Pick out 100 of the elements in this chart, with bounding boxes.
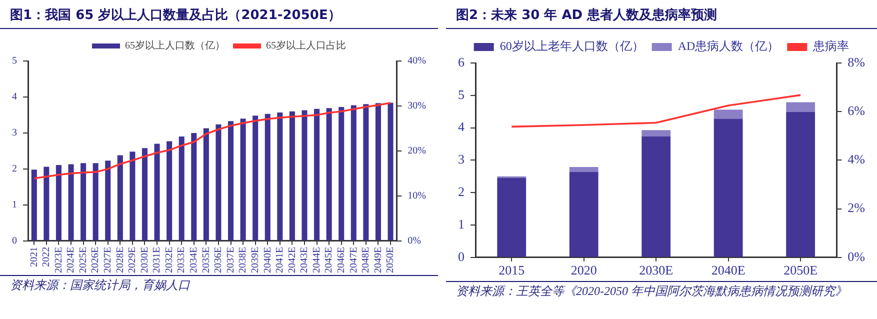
legend-label: 65岁以上人口占比 <box>266 40 346 52</box>
bar <box>56 164 62 240</box>
x-tick-label: 2028E <box>114 246 126 273</box>
bar <box>363 104 369 240</box>
bar <box>642 130 671 137</box>
text: 资料来源：王英全等《2020-2050 年中国阿尔茨海默病患病情况预测研究》 <box>446 281 877 299</box>
x-tick-label: 2041E <box>274 246 286 273</box>
x-tick-label: 2027E <box>102 246 114 273</box>
x-tick-label: 2024E <box>66 246 77 273</box>
bar <box>277 112 283 240</box>
bar <box>44 166 50 240</box>
bar <box>714 118 743 257</box>
legend-label: AD患病人数（亿） <box>678 39 780 54</box>
bar <box>154 144 160 240</box>
bar <box>302 110 308 240</box>
bar <box>350 105 356 240</box>
x-tick-label: 2029E <box>127 246 138 273</box>
x-tick-label: 2036E <box>213 246 224 273</box>
chart-title: 图2：未来 30 年 AD 患者人数及患病率预测 <box>446 0 877 29</box>
x-tick-label: 2045E <box>324 246 335 273</box>
y2-tick-label: 6% <box>848 103 866 118</box>
y2-tick-label: 8% <box>848 54 866 70</box>
bar <box>80 163 86 240</box>
text: 资料来源：国家统计局，育娲人口 <box>0 275 438 293</box>
bar <box>714 110 743 119</box>
x-tick-label: 2037E <box>225 246 236 273</box>
bar <box>191 132 197 240</box>
y-tick-label: 5 <box>458 86 464 102</box>
bar <box>216 124 222 240</box>
y2-tick-label: 30% <box>408 100 426 112</box>
y2-tick-label: 2% <box>848 200 866 216</box>
bar <box>642 136 671 257</box>
bar <box>92 163 98 240</box>
bar <box>338 107 344 240</box>
x-tick-label: 2026E <box>90 246 102 273</box>
y-tick-label: 2 <box>12 164 17 175</box>
y-tick-label: 5 <box>12 56 17 67</box>
x-tick-label: 2039E <box>250 246 261 273</box>
bar <box>264 114 270 240</box>
x-tick-label: 2043E <box>299 246 310 273</box>
x-tick-label: 2030E <box>639 262 674 278</box>
x-tick-label: 2033E <box>176 246 188 273</box>
y2-tick-label: 20% <box>408 146 426 157</box>
x-tick-label: 2015 <box>498 262 525 278</box>
bar <box>178 136 184 240</box>
x-tick-label: 2049E <box>372 246 384 273</box>
x-tick-label: 2050E <box>385 246 396 273</box>
bar <box>569 172 598 257</box>
bar <box>31 170 37 240</box>
x-tick-label: 2031E <box>152 246 163 273</box>
x-tick-label: 2025E <box>78 246 89 273</box>
y-tick-label: 1 <box>12 200 17 211</box>
legend-label: 60岁以上老年人口数（亿） <box>500 39 644 54</box>
x-tick-label: 2044E <box>311 246 322 273</box>
bar <box>326 108 332 240</box>
bar <box>289 111 295 240</box>
legend-label: 患病率 <box>812 39 850 54</box>
y2-tick-label: 0% <box>408 236 422 247</box>
y2-tick-label: 10% <box>408 190 426 202</box>
y-tick-label: 2 <box>458 184 464 200</box>
bar <box>314 108 320 240</box>
y2-tick-label: 4% <box>848 152 866 167</box>
x-tick-label: 2032E <box>164 246 175 273</box>
bar <box>388 102 394 240</box>
x-tick-label: 2020 <box>570 262 597 278</box>
y2-tick-label: 0% <box>848 248 866 264</box>
bar <box>786 112 815 257</box>
bar <box>786 102 815 112</box>
y2-tick-label: 40% <box>408 56 426 67</box>
bar <box>130 152 136 240</box>
bar <box>68 164 74 240</box>
bar <box>105 160 111 240</box>
bar <box>569 167 598 172</box>
y-tick-label: 6 <box>458 54 465 70</box>
legend-label: 65岁以上人口数（亿） <box>125 40 225 52</box>
bar <box>203 128 209 240</box>
x-tick-label: 2048E <box>360 246 372 273</box>
x-tick-label: 2035E <box>200 246 212 273</box>
y-tick-label: 3 <box>458 152 464 167</box>
x-tick-label: 2047E <box>348 246 360 273</box>
x-tick-label: 2022 <box>41 246 52 267</box>
x-tick-label: 2050E <box>784 262 818 278</box>
y-tick-label: 0 <box>458 248 464 264</box>
x-tick-label: 2040E <box>711 262 746 278</box>
y-tick-label: 3 <box>12 128 17 139</box>
bar <box>375 103 381 240</box>
bar <box>166 141 172 240</box>
bar <box>142 148 148 240</box>
bar <box>252 116 258 240</box>
x-tick-label: 2042E <box>286 246 298 273</box>
x-tick-label: 2046E <box>336 246 347 273</box>
bar <box>497 178 526 257</box>
y-tick-label: 1 <box>458 216 464 232</box>
bar <box>117 155 123 240</box>
y-tick-label: 4 <box>12 92 17 103</box>
x-tick-label: 2023E <box>53 246 64 273</box>
y-tick-label: 0 <box>12 236 17 247</box>
x-tick-label: 2030E <box>139 246 150 273</box>
x-tick-label: 2040E <box>262 246 274 273</box>
x-tick-label: 2034E <box>188 246 200 273</box>
